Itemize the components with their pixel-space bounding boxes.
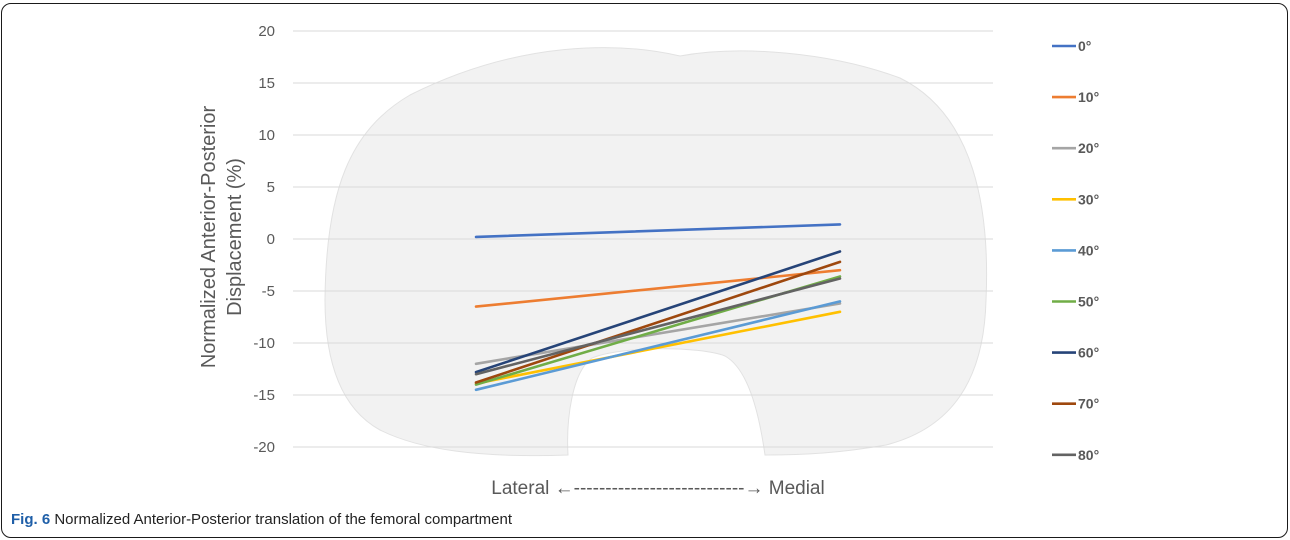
figure-caption: Fig. 6 Normalized Anterior-Posterior tra… [11,511,512,528]
figure-label: Fig. 6 [11,511,51,528]
y-tick-label: 10 [258,127,275,144]
legend-label-1: 10° [1078,89,1099,105]
y-tick-label: -15 [253,387,275,404]
series-line-7 [474,260,842,384]
x-axis-annotation: Lateral ←---------------------------→ Me… [491,478,824,499]
series-line-1 [474,268,842,308]
femoral-condyle-silhouette [324,47,988,457]
y-tick-label: -20 [253,439,275,456]
series-line-0 [474,223,842,239]
series-line-8 [474,277,842,376]
series-line-2 [474,302,842,366]
legend-label-4: 40° [1078,242,1099,258]
series-layer [474,223,842,392]
y-tick-label: 20 [258,23,275,40]
y-tick-label: 15 [258,75,275,92]
background-layer [324,47,988,457]
series-line-3 [474,310,842,385]
series-line-6 [474,250,842,374]
figure-frame [1,3,1288,538]
y-tick-label: -10 [253,335,275,352]
legend-label-6: 60° [1078,345,1099,361]
series-line-4 [474,300,842,392]
legend: 0° 10° 20° 30° 40° 50° 60° 70° 80° [1052,38,1099,463]
legend-label-3: 30° [1078,191,1099,207]
legend-label-7: 70° [1078,396,1099,412]
y-tick-label: -5 [262,283,275,300]
y-tick-label: 5 [267,179,275,196]
legend-label-8: 80° [1078,447,1099,463]
y-tick-layer: 20 15 10 5 0 -5 -10 -15 -20 [253,23,275,456]
y-tick-label: 0 [267,231,275,248]
grid-layer [293,30,993,448]
figure-caption-text: Normalized Anterior-Posterior translatio… [54,511,513,528]
y-axis-title-line2: Displacement (%) [224,158,246,316]
legend-label-0: 0° [1078,38,1091,54]
legend-label-5: 50° [1078,294,1099,310]
legend-label-2: 20° [1078,140,1099,156]
y-axis-title-line1: Normalized Anterior-Posterior [198,106,220,369]
